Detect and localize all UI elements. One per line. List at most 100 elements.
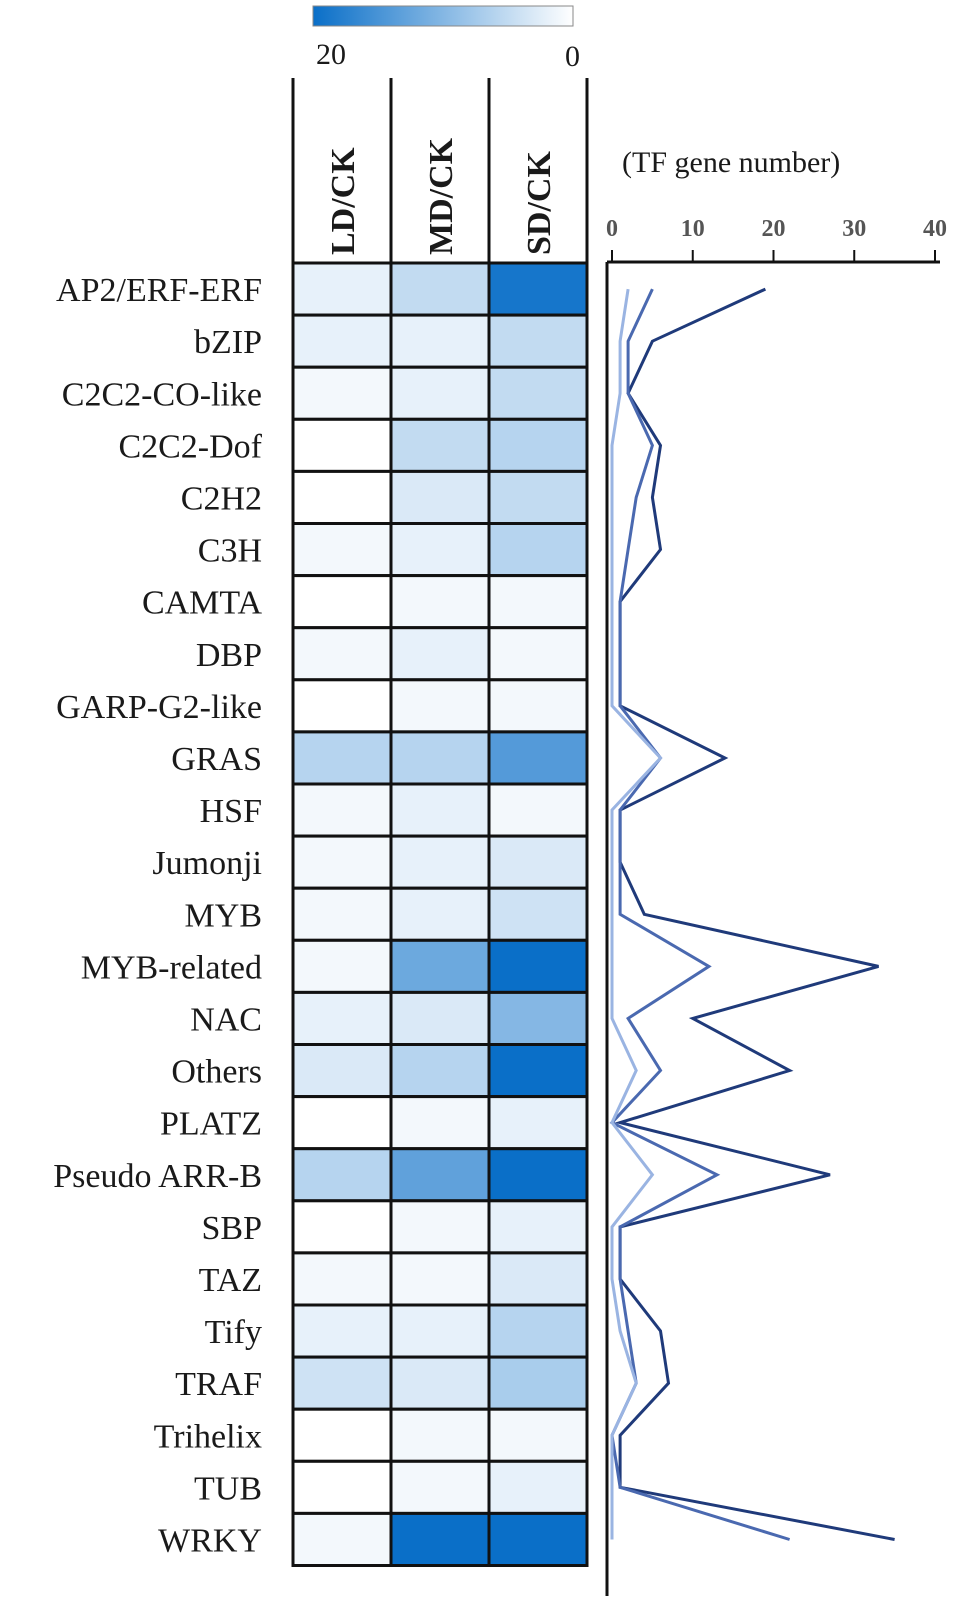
heatmap-cell (291, 730, 393, 786)
row-label: WRKY (158, 1522, 262, 1559)
legend-max-label: 20 (316, 38, 346, 71)
heatmap-cell (291, 469, 393, 525)
heatmap-cell (487, 1459, 589, 1515)
heatmap-cell (291, 365, 393, 421)
line-series (609, 287, 895, 1541)
heatmap-cell (291, 938, 393, 994)
row-label: GARP-G2-like (56, 689, 262, 726)
x-tick-label: 20 (762, 216, 786, 242)
x-tick-label: 40 (923, 216, 947, 242)
row-label: C2C2-Dof (118, 428, 262, 465)
heatmap-cell (487, 678, 589, 734)
line-chart: (TF gene number) 0 10 20 30 40 (605, 146, 947, 1596)
heatmap-cell (389, 365, 491, 421)
heatmap-cell (291, 522, 393, 578)
row-label: Pseudo ARR-B (53, 1158, 262, 1195)
heatmap-cell (487, 886, 589, 942)
row-label: TAZ (199, 1262, 262, 1299)
heatmap-cell (487, 938, 589, 994)
heatmap-cell (291, 417, 393, 473)
heatmap-cell (389, 313, 491, 369)
heatmap-cell (487, 1511, 589, 1568)
row-label: Tify (205, 1314, 262, 1351)
heatmap-cell (389, 1303, 491, 1359)
heatmap-cell (487, 730, 589, 786)
heatmap-cell (291, 1459, 393, 1515)
row-label: NAC (190, 1001, 262, 1038)
row-label: MYB (185, 897, 262, 934)
column-labels: LD/CK MD/CK SD/CK (325, 137, 558, 255)
heatmap-cell (389, 1511, 491, 1568)
x-tick-label: 10 (681, 216, 705, 242)
heatmap-cell (389, 834, 491, 890)
heatmap-cell (291, 1043, 393, 1099)
legend-min-label: 0 (565, 40, 580, 73)
row-label: MYB-related (81, 949, 262, 986)
heatmap-cell (389, 990, 491, 1047)
heatmap-cell (487, 626, 589, 682)
heatmap-cell (389, 886, 491, 942)
heatmap-cell (389, 1251, 491, 1307)
row-label: C2H2 (181, 480, 262, 517)
heatmap-cell (389, 1459, 491, 1515)
heatmap-cell (389, 938, 491, 994)
heatmap-cell (487, 1043, 589, 1099)
row-label: AP2/ERF-ERF (56, 272, 262, 309)
heatmap-cell (487, 1251, 589, 1307)
x-axis-ticks: 0 10 20 30 40 (606, 216, 947, 262)
heatmap-cell (291, 782, 393, 838)
column-label: MD/CK (423, 137, 460, 255)
column-header-lines (291, 78, 589, 263)
heatmap-cell (291, 574, 393, 630)
heatmap-cell (291, 313, 393, 369)
line-chart-title: (TF gene number) (622, 146, 840, 179)
heatmap-cell (487, 313, 589, 369)
heatmap-cell (291, 1355, 393, 1411)
row-label: DBP (196, 637, 262, 674)
heatmap-cell (291, 1407, 393, 1463)
heatmap-cell (291, 678, 393, 734)
heatmap-cell (389, 522, 491, 578)
heatmap-cells (291, 261, 589, 1568)
row-label: bZIP (194, 324, 262, 361)
heatmap-cell (389, 261, 491, 317)
row-label: Others (171, 1054, 262, 1091)
heatmap-cell (487, 990, 589, 1047)
row-label: SBP (202, 1210, 263, 1247)
color-legend: 20 0 (312, 5, 580, 73)
heatmap-cell (291, 261, 393, 317)
row-label: Trihelix (154, 1418, 262, 1455)
column-label: SD/CK (521, 151, 558, 255)
heatmap-cell (389, 1199, 491, 1255)
row-label: C2C2-CO-like (62, 376, 262, 413)
row-label: C3H (198, 533, 262, 570)
heatmap-cell (487, 1303, 589, 1359)
heatmap: LD/CK MD/CK SD/CK AP2/ERF-ERF bZIP C2C2-CO-l… (53, 78, 589, 1568)
heatmap-cell (291, 1511, 393, 1568)
heatmap-cell (389, 626, 491, 682)
heatmap-cell (389, 417, 491, 473)
row-labels: AP2/ERF-ERF bZIP C2C2-CO-like C2C2-Dof C2H2 C… (53, 272, 262, 1559)
x-tick-label: 0 (606, 216, 618, 242)
heatmap-cell (291, 626, 393, 682)
heatmap-cell (487, 261, 589, 317)
heatmap-cell (487, 1199, 589, 1255)
heatmap-cell (487, 1147, 589, 1203)
heatmap-cell (389, 1043, 491, 1099)
heatmap-cell (487, 469, 589, 525)
heatmap-cell (291, 1251, 393, 1307)
x-tick-label: 30 (842, 216, 866, 242)
heatmap-cell (487, 365, 589, 421)
heatmap-cell (389, 1355, 491, 1411)
heatmap-cell (487, 1407, 589, 1463)
heatmap-cell (487, 834, 589, 890)
heatmap-cell (291, 1095, 393, 1151)
heatmap-cell (487, 1355, 589, 1411)
heatmap-cell (487, 522, 589, 578)
row-label: CAMTA (142, 585, 263, 622)
heatmap-cell (487, 574, 589, 630)
heatmap-cell (291, 1199, 393, 1255)
heatmap-cell (487, 417, 589, 473)
row-label: TRAF (175, 1366, 262, 1403)
